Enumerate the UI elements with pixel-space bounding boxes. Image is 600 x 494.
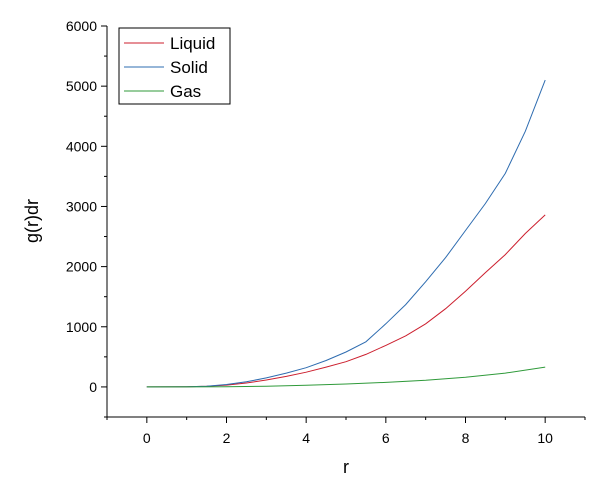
y-tick-label: 2000 (66, 259, 97, 275)
y-tick-label: 4000 (66, 138, 97, 154)
x-axis-title: r (343, 457, 349, 477)
y-tick-label: 3000 (66, 198, 97, 214)
y-tick-label: 5000 (66, 78, 97, 94)
legend: Liquid Solid Gas (118, 27, 231, 105)
y-tick-label: 1000 (66, 319, 97, 335)
series-line-gas (146, 366, 546, 388)
axes: 0 2 4 6 8 10 0 1000 2000 3000 4000 5000 6000 (66, 18, 586, 446)
y-tick-label: 6000 (66, 18, 97, 34)
series-layer (146, 79, 546, 388)
x-tick-label: 10 (537, 430, 553, 446)
x-tick-label: 8 (462, 430, 470, 446)
legend-label-gas: Gas (170, 82, 201, 101)
series-line-solid (146, 79, 546, 388)
legend-label-liquid: Liquid (170, 34, 215, 53)
x-tick-label: 0 (143, 430, 151, 446)
x-tick-label: 2 (223, 430, 231, 446)
series-line-liquid (146, 214, 546, 388)
legend-label-solid: Solid (170, 58, 208, 77)
x-tick-label: 4 (302, 430, 310, 446)
y-axis-title: g(r)dr (22, 199, 42, 243)
x-tick-label: 6 (382, 430, 390, 446)
y-tick-label: 0 (89, 379, 97, 395)
